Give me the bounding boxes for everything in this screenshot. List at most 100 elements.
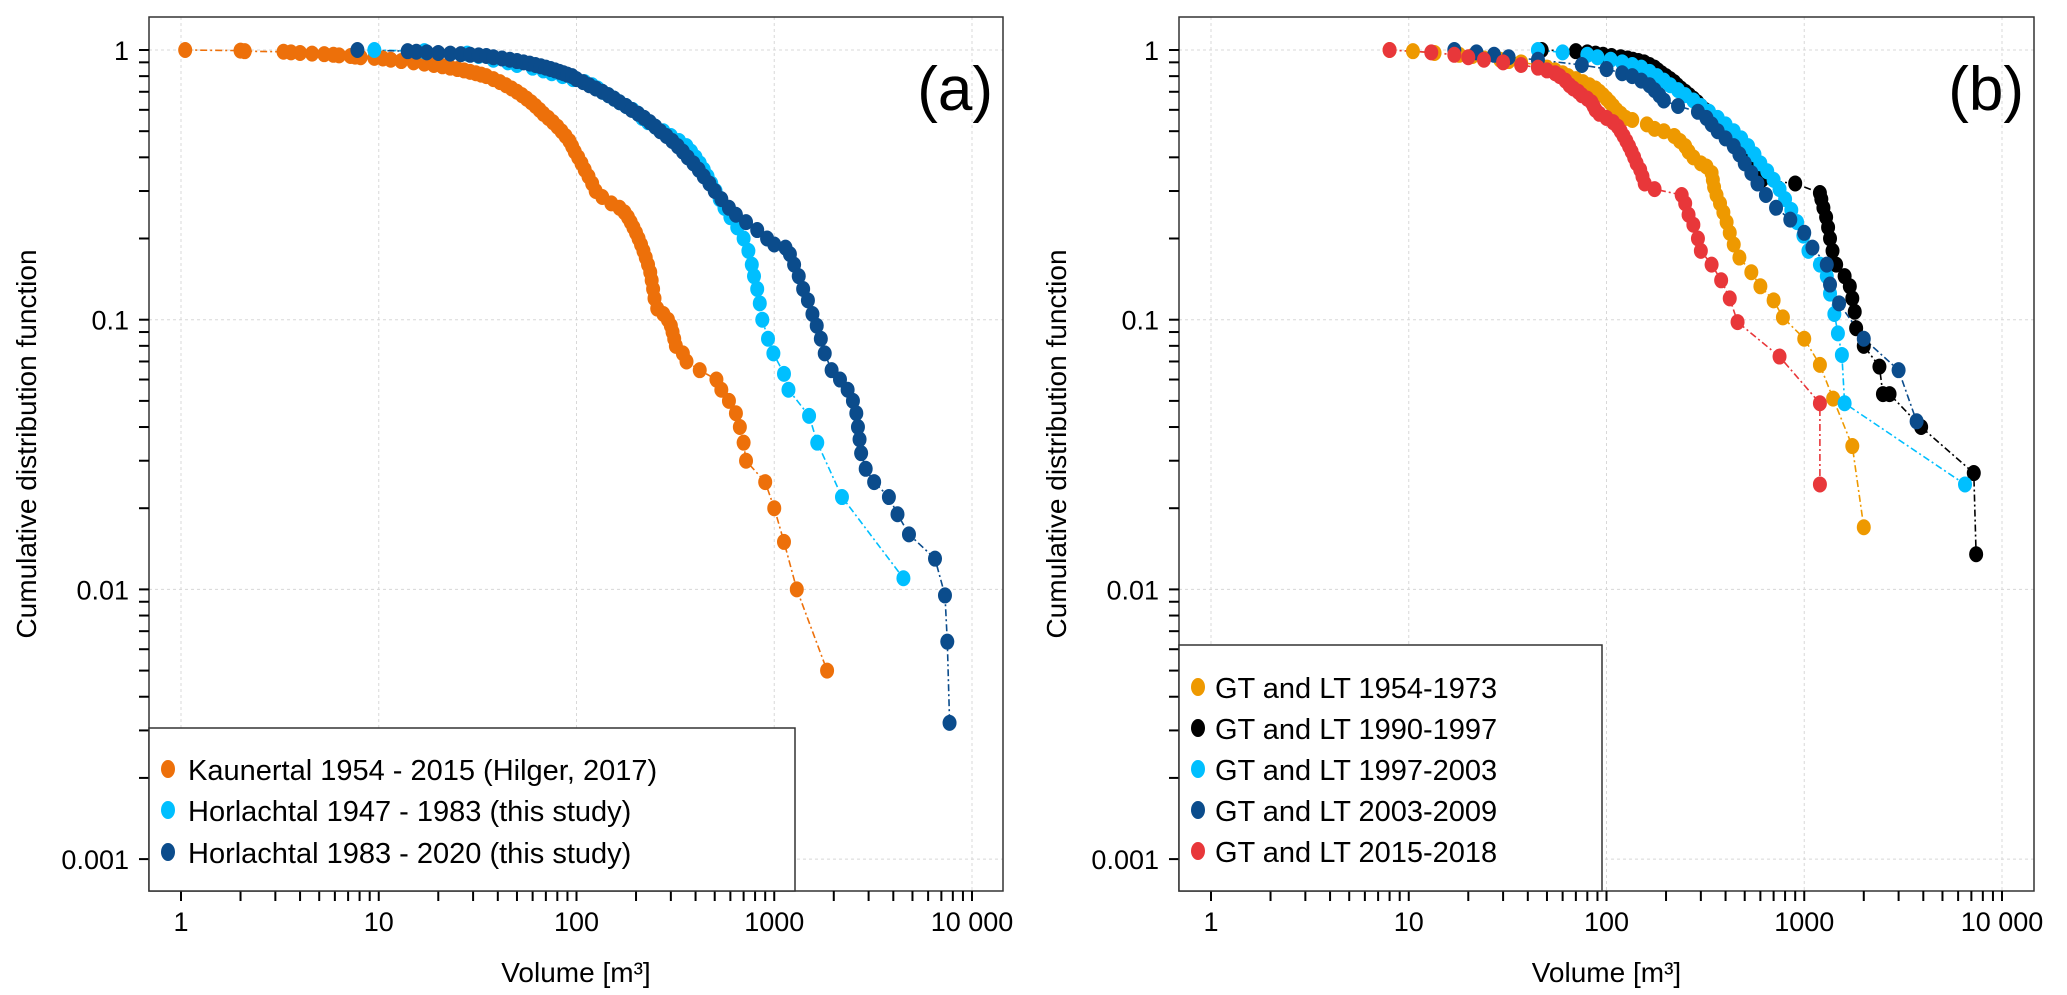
data-point: [1599, 61, 1614, 78]
data-point: [1812, 476, 1827, 493]
y-tick-label: 0.01: [1106, 575, 1159, 605]
data-point: [1832, 295, 1847, 312]
data-point: [431, 44, 446, 61]
y-tick-label: 1: [114, 36, 129, 66]
data-point: [820, 662, 835, 679]
y-axis-title: Cumulative distribution function: [11, 249, 42, 638]
data-point: [834, 489, 849, 506]
data-point: [1812, 395, 1827, 412]
data-point: [858, 460, 873, 477]
data-point: [350, 42, 365, 58]
data-point: [1590, 49, 1605, 66]
data-point: [1909, 413, 1924, 430]
series-line-1: [374, 49, 905, 579]
data-point: [789, 581, 804, 598]
legend-label: GT and LT 1990-1997: [1215, 714, 1497, 746]
x-tick-label: 10: [364, 907, 394, 937]
data-point: [728, 405, 743, 422]
legend-marker: [161, 801, 175, 819]
data-point: [767, 236, 782, 253]
data-point: [1882, 386, 1897, 403]
data-point: [1969, 546, 1984, 563]
legend-item: Horlachtal 1983 - 2020 (this study): [161, 838, 631, 870]
data-point: [293, 44, 308, 61]
data-point: [940, 633, 955, 650]
x-tick-label: 1000: [744, 907, 804, 937]
data-point: [736, 434, 751, 451]
data-point: [1797, 224, 1812, 241]
data-point: [1476, 51, 1491, 68]
y-tick-label: 0.1: [1121, 306, 1159, 336]
data-point: [750, 222, 765, 239]
data-point: [776, 533, 791, 550]
data-point: [1447, 46, 1462, 63]
data-point: [802, 407, 817, 424]
data-point: [732, 419, 747, 436]
x-tick-label: 10 000: [931, 907, 1014, 937]
data-point: [881, 489, 896, 506]
data-point: [409, 43, 424, 60]
data-point: [1823, 230, 1838, 247]
legend-item: GT and LT 1997-2003: [1191, 755, 1497, 787]
panel-label: (b): [1948, 55, 2024, 124]
data-point: [766, 345, 781, 362]
data-point: [1555, 44, 1570, 61]
data-point: [1744, 264, 1759, 281]
x-axis-title: Volume [m³]: [1532, 957, 1681, 988]
legend-box: [1178, 644, 1603, 892]
data-point: [849, 405, 864, 422]
y-tick-label: 1: [1144, 36, 1159, 66]
legend-item: GT and LT 1954-1973: [1191, 673, 1497, 705]
data-point: [937, 587, 952, 604]
x-tick-label: 100: [1584, 907, 1629, 937]
data-point: [1819, 256, 1834, 273]
panel-label: (a): [917, 55, 993, 124]
data-point: [1849, 320, 1864, 337]
x-tick-label: 10: [1394, 907, 1424, 937]
data-point: [1647, 181, 1662, 198]
data-point: [776, 365, 791, 382]
data-point: [1730, 314, 1745, 331]
data-point: [237, 43, 252, 60]
data-point: [1837, 395, 1852, 412]
data-point: [1382, 42, 1397, 58]
data-point: [1958, 476, 1973, 493]
legend-label: GT and LT 1954-1973: [1215, 673, 1497, 705]
data-point: [850, 419, 865, 436]
data-point: [1671, 97, 1686, 114]
legend: GT and LT 1954-1973 GT and LT 1990-1997 GT…: [1178, 644, 1603, 892]
legend-item: Horlachtal 1947 - 1983 (this study): [161, 796, 631, 828]
data-point: [845, 392, 860, 409]
data-point: [1726, 236, 1741, 253]
x-tick-label: 1: [173, 907, 188, 937]
data-point: [1797, 330, 1812, 347]
data-point: [419, 44, 434, 61]
data-point: [1568, 43, 1583, 60]
x-axis-title: Volume [m³]: [501, 957, 650, 988]
legend-item: GT and LT 2003-2009: [1191, 796, 1497, 828]
data-point: [747, 268, 762, 285]
data-point: [741, 242, 756, 259]
series-line-3: [1454, 49, 1918, 422]
data-point: [714, 381, 729, 398]
data-point: [750, 280, 765, 297]
x-tick-label: 100: [554, 907, 599, 937]
data-point: [761, 330, 776, 347]
data-point: [800, 292, 815, 309]
data-point: [810, 434, 825, 451]
x-tick-label: 10 000: [1961, 907, 2044, 937]
data-point: [1830, 325, 1845, 342]
legend-label: Horlachtal 1983 - 2020 (this study): [188, 838, 631, 870]
data-point: [813, 330, 828, 347]
data-point: [1714, 272, 1729, 289]
data-point: [1686, 216, 1701, 233]
data-point: [1775, 309, 1790, 326]
data-point: [1769, 199, 1784, 216]
data-point: [1514, 56, 1529, 73]
data-point: [1758, 186, 1773, 203]
data-point: [1842, 278, 1857, 295]
data-point: [1856, 519, 1871, 536]
data-point: [1750, 175, 1765, 192]
legend-label: Horlachtal 1947 - 1983 (this study): [188, 796, 631, 828]
